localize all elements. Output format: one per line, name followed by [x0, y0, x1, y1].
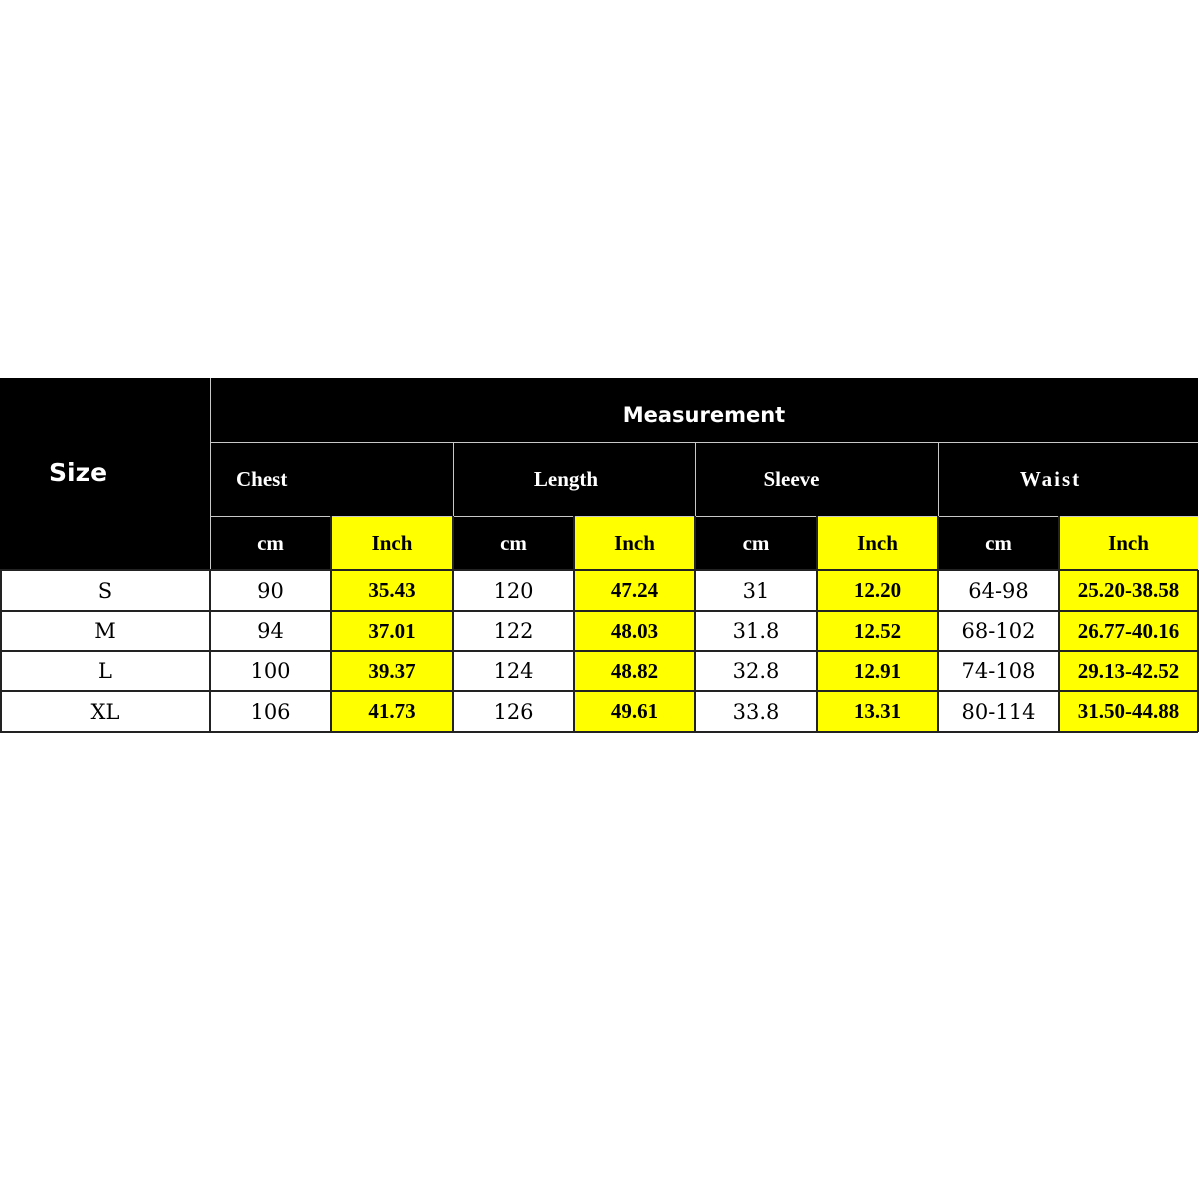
- unit-header-cm: cm: [695, 516, 817, 570]
- table-cell: 80-114: [938, 691, 1059, 732]
- grid-line: [210, 442, 1198, 443]
- size-label: M: [0, 611, 210, 651]
- table-cell: 100: [210, 651, 331, 691]
- table-cell: 29.13-42.52: [1059, 651, 1198, 691]
- grid-line: [694, 570, 696, 732]
- table-cell: 41.73: [331, 691, 453, 732]
- table-cell: 31.8: [695, 611, 817, 651]
- grid-line: [453, 442, 454, 516]
- table-cell: 48.82: [574, 651, 695, 691]
- unit-header-inch: Inch: [1059, 516, 1198, 570]
- grid-line: [0, 731, 1198, 733]
- group-header-sleeve: Sleeve: [695, 442, 938, 516]
- table-cell: 33.8: [695, 691, 817, 732]
- table-cell: 47.24: [574, 570, 695, 611]
- table-cell: 12.20: [817, 570, 938, 611]
- table-cell: 49.61: [574, 691, 695, 732]
- table-cell: 48.03: [574, 611, 695, 651]
- table-cell: 64-98: [938, 570, 1059, 611]
- grid-line: [938, 442, 939, 516]
- unit-header-inch: Inch: [817, 516, 938, 570]
- table-cell: 122: [453, 611, 574, 651]
- grid-line: [209, 570, 211, 732]
- table-cell: 13.31: [817, 691, 938, 732]
- table-cell: 126: [453, 691, 574, 732]
- table-cell: 31.50-44.88: [1059, 691, 1198, 732]
- grid-line: [0, 610, 1198, 612]
- grid-line: [452, 516, 454, 570]
- grid-line: [1058, 516, 1060, 570]
- group-header-chest: Chest: [210, 442, 453, 516]
- group-header-length: Length: [453, 442, 695, 516]
- grid-line: [1197, 570, 1199, 732]
- grid-line: [210, 378, 211, 570]
- table-cell: 32.8: [695, 651, 817, 691]
- table-cell: 124: [453, 651, 574, 691]
- table-cell: 25.20-38.58: [1059, 570, 1198, 611]
- table-cell: 90: [210, 570, 331, 611]
- table-cell: 12.52: [817, 611, 938, 651]
- unit-header-cm: cm: [210, 516, 331, 570]
- size-header: Size: [0, 378, 210, 570]
- grid-line: [695, 442, 696, 516]
- grid-line: [0, 650, 1198, 652]
- grid-line: [816, 570, 818, 732]
- grid-line: [573, 570, 575, 732]
- table-cell: 74-108: [938, 651, 1059, 691]
- table-cell: 94: [210, 611, 331, 651]
- table-cell: 120: [453, 570, 574, 611]
- grid-line: [0, 569, 1198, 571]
- measurement-header: Measurement: [210, 378, 1198, 442]
- grid-line: [937, 516, 939, 570]
- size-label: XL: [0, 691, 210, 732]
- unit-header-cm: cm: [453, 516, 574, 570]
- grid-line: [1058, 570, 1060, 732]
- grid-line: [0, 690, 1198, 692]
- grid-line: [210, 516, 1198, 517]
- grid-line: [573, 516, 575, 570]
- table-cell: 26.77-40.16: [1059, 611, 1198, 651]
- grid-line: [330, 516, 332, 570]
- unit-header-inch: Inch: [331, 516, 453, 570]
- group-header-waist: Waist: [938, 442, 1198, 516]
- table-cell: 68-102: [938, 611, 1059, 651]
- table-cell: 12.91: [817, 651, 938, 691]
- table-cell: 39.37: [331, 651, 453, 691]
- size-label: S: [0, 570, 210, 611]
- grid-line: [816, 516, 818, 570]
- size-label: L: [0, 651, 210, 691]
- table-cell: 37.01: [331, 611, 453, 651]
- table-cell: 35.43: [331, 570, 453, 611]
- unit-header-cm: cm: [938, 516, 1059, 570]
- unit-header-inch: Inch: [574, 516, 695, 570]
- grid-line: [452, 570, 454, 732]
- grid-line: [937, 570, 939, 732]
- grid-line: [694, 516, 696, 570]
- grid-line: [330, 570, 332, 732]
- table-cell: 31: [695, 570, 817, 611]
- grid-line: [0, 570, 2, 732]
- table-cell: 106: [210, 691, 331, 732]
